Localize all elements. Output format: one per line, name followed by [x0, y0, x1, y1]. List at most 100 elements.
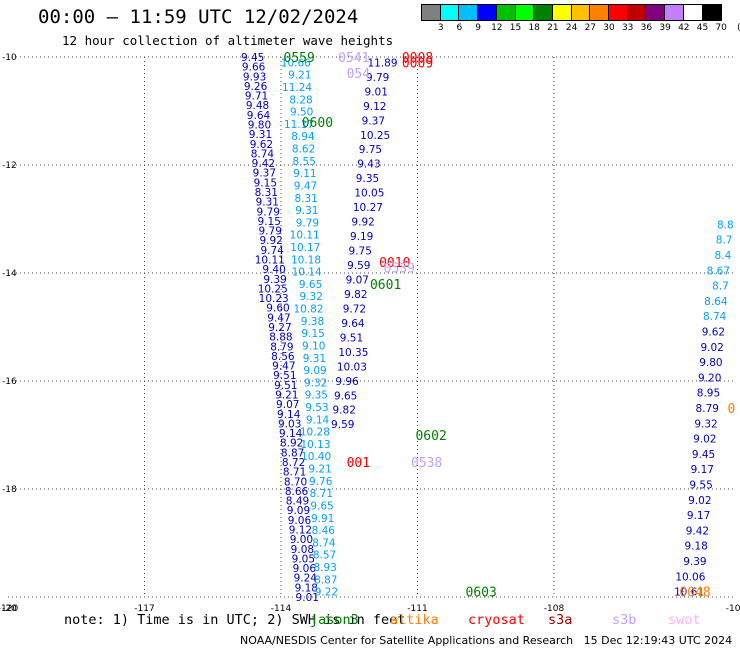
lon-tick-label: -111: [407, 604, 427, 614]
swh-value-label: 9.09: [303, 365, 326, 377]
color-scale-swatch: [608, 4, 628, 21]
swh-value-label: 9.43: [357, 159, 380, 171]
swh-value-label: 9.50: [290, 107, 313, 119]
color-scale-swatch: [645, 4, 666, 21]
swh-value-label: 8.88: [269, 332, 292, 344]
swh-value-label: 9.06: [293, 563, 317, 575]
swh-value-label: 8.71: [283, 467, 306, 479]
lat-tick-label: -18: [2, 485, 17, 495]
lat-tick-label: -16: [2, 377, 17, 387]
swh-value-label: 8.74: [703, 311, 727, 323]
swh-value-label: 8.79: [270, 341, 293, 353]
swh-value-label: 9.92: [259, 235, 282, 247]
color-scale-swatch: [626, 4, 647, 21]
swh-value-label: 9.45: [241, 52, 264, 64]
footer-note: note: 1) Time is in UTC; 2) SWH is in fe…: [64, 612, 406, 628]
swh-value-label: 8.31: [294, 193, 317, 205]
pass-time-label: 0600: [302, 116, 333, 131]
swh-value-label: 9.12: [363, 101, 386, 113]
pass-time-label: 0048: [679, 586, 710, 601]
swh-value-label: 9.21: [275, 390, 298, 402]
swh-value-label: 10.23: [259, 293, 289, 305]
swh-value-label: 8.74: [312, 537, 336, 549]
color-scale-label: 33: [621, 23, 634, 33]
swh-value-label: 8.28: [289, 94, 312, 106]
lon-tick-label: -120: [0, 604, 18, 614]
pass-time-label: 0010: [379, 256, 410, 271]
swh-value-label: 9.93: [243, 71, 266, 83]
swh-value-label: 10.14: [292, 267, 322, 279]
swh-value-label: 9.51: [340, 332, 363, 344]
color-scale-swatch: [570, 4, 591, 21]
swh-value-label: 9.32: [694, 418, 717, 430]
swh-value-label: 9.75: [349, 246, 372, 258]
swh-value-label: 10.03: [337, 361, 367, 373]
swh-value-label: 8.94: [291, 131, 315, 143]
swh-value-label: 10.17: [290, 242, 320, 254]
swh-value-label: 9.01: [296, 592, 319, 604]
swh-value-label: 9.59: [347, 260, 370, 272]
swh-value-label: 9.82: [333, 405, 356, 417]
swh-value-label: 11.17: [284, 119, 314, 131]
swh-value-label: 9.27: [268, 322, 291, 334]
swh-value-label: 9.91: [311, 513, 334, 525]
swh-value-label: 8.70: [284, 476, 307, 488]
color-scale-label: 70: [715, 23, 727, 33]
swh-value-label: 9.15: [258, 216, 281, 228]
swh-value-label: 10.11: [255, 255, 285, 267]
swh-value-label: 9.10: [302, 340, 325, 352]
color-scale-label: 6: [456, 23, 463, 33]
color-scale-label: 45: [696, 23, 709, 33]
swh-value-label: 9.24: [294, 573, 318, 585]
swh-value-label: 9.79: [366, 72, 389, 84]
lon-tick-label: -104: [726, 604, 740, 614]
swh-value-label: 9.31: [295, 205, 318, 217]
swh-value-label: 9.18: [684, 541, 707, 553]
swh-value-label: 9.51: [274, 380, 297, 392]
swh-value-label: 8.55: [293, 156, 316, 168]
footer-credit: NOAA/NESDIS Center for Satellite Applica…: [240, 634, 733, 647]
swh-value-label: 9.21: [308, 464, 331, 476]
pass-time-label: 0602: [415, 429, 446, 444]
color-scale-label: 24: [565, 23, 578, 33]
swh-value-label: 9.02: [700, 342, 723, 354]
legend-item-altika: altika: [390, 612, 439, 628]
swh-value-label: 8.7: [716, 235, 733, 247]
legend-item-s3a: s3a: [548, 612, 573, 628]
swh-value-label: 9.02: [688, 495, 711, 507]
swh-value-label: 9.79: [296, 217, 319, 229]
swh-value-label: 10.05: [354, 188, 384, 200]
swh-value-label: 9.65: [299, 279, 322, 291]
chart-title: 00:00 — 11:59 UTC 12/02/2024: [38, 6, 359, 28]
swh-value-label: 9.32: [304, 377, 327, 389]
color-scale-label: 9: [475, 23, 481, 33]
swh-value-label: 9.14: [306, 414, 330, 426]
pass-time-label: 0603: [466, 586, 497, 601]
swh-value-label: 8.72: [282, 457, 305, 469]
swh-value-label: 9.11: [293, 168, 316, 180]
swh-value-label: 9.17: [691, 464, 714, 476]
pass-time-label: 0559: [284, 51, 315, 66]
swh-value-label: 8.79: [696, 403, 719, 415]
lat-tick-label: -10: [2, 53, 17, 63]
color-scale-swatch: [551, 4, 572, 21]
swh-value-label: 9.07: [346, 274, 369, 286]
swh-value-label: 10.06: [675, 571, 705, 583]
swh-value-label: 9.14: [277, 409, 301, 421]
color-scale-label: 21: [547, 23, 559, 33]
swh-value-label: 9.02: [693, 434, 716, 446]
swh-value-label: 9.64: [247, 110, 271, 122]
swh-value-label: 10.11: [290, 230, 320, 242]
legend-item-cryosat: cryosat: [468, 612, 525, 628]
swh-value-label: 9.03: [278, 418, 301, 430]
color-scale-swatch: [458, 4, 479, 21]
swh-value-label: 10.35: [338, 347, 368, 359]
swh-value-label: 9.40: [262, 264, 285, 276]
swh-value-label: 9.19: [350, 231, 373, 243]
swh-value-label: 9.09: [287, 505, 310, 517]
color-scale-swatch: [477, 4, 498, 21]
swh-value-label: 9.06: [288, 515, 312, 527]
color-scale-label: 18: [528, 23, 540, 33]
color-scale-label: 27: [584, 23, 597, 33]
color-scale-label: 12: [491, 23, 503, 33]
